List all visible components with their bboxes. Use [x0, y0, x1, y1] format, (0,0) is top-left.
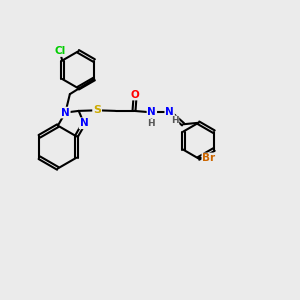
Text: Cl: Cl: [54, 46, 65, 56]
Text: S: S: [93, 105, 101, 115]
Text: H: H: [171, 116, 178, 125]
Text: H: H: [147, 119, 155, 128]
Text: N: N: [80, 118, 88, 128]
Text: N: N: [165, 107, 174, 117]
Text: O: O: [131, 90, 140, 100]
Text: N: N: [148, 107, 156, 117]
Text: Br: Br: [202, 154, 215, 164]
Text: N: N: [61, 108, 70, 118]
